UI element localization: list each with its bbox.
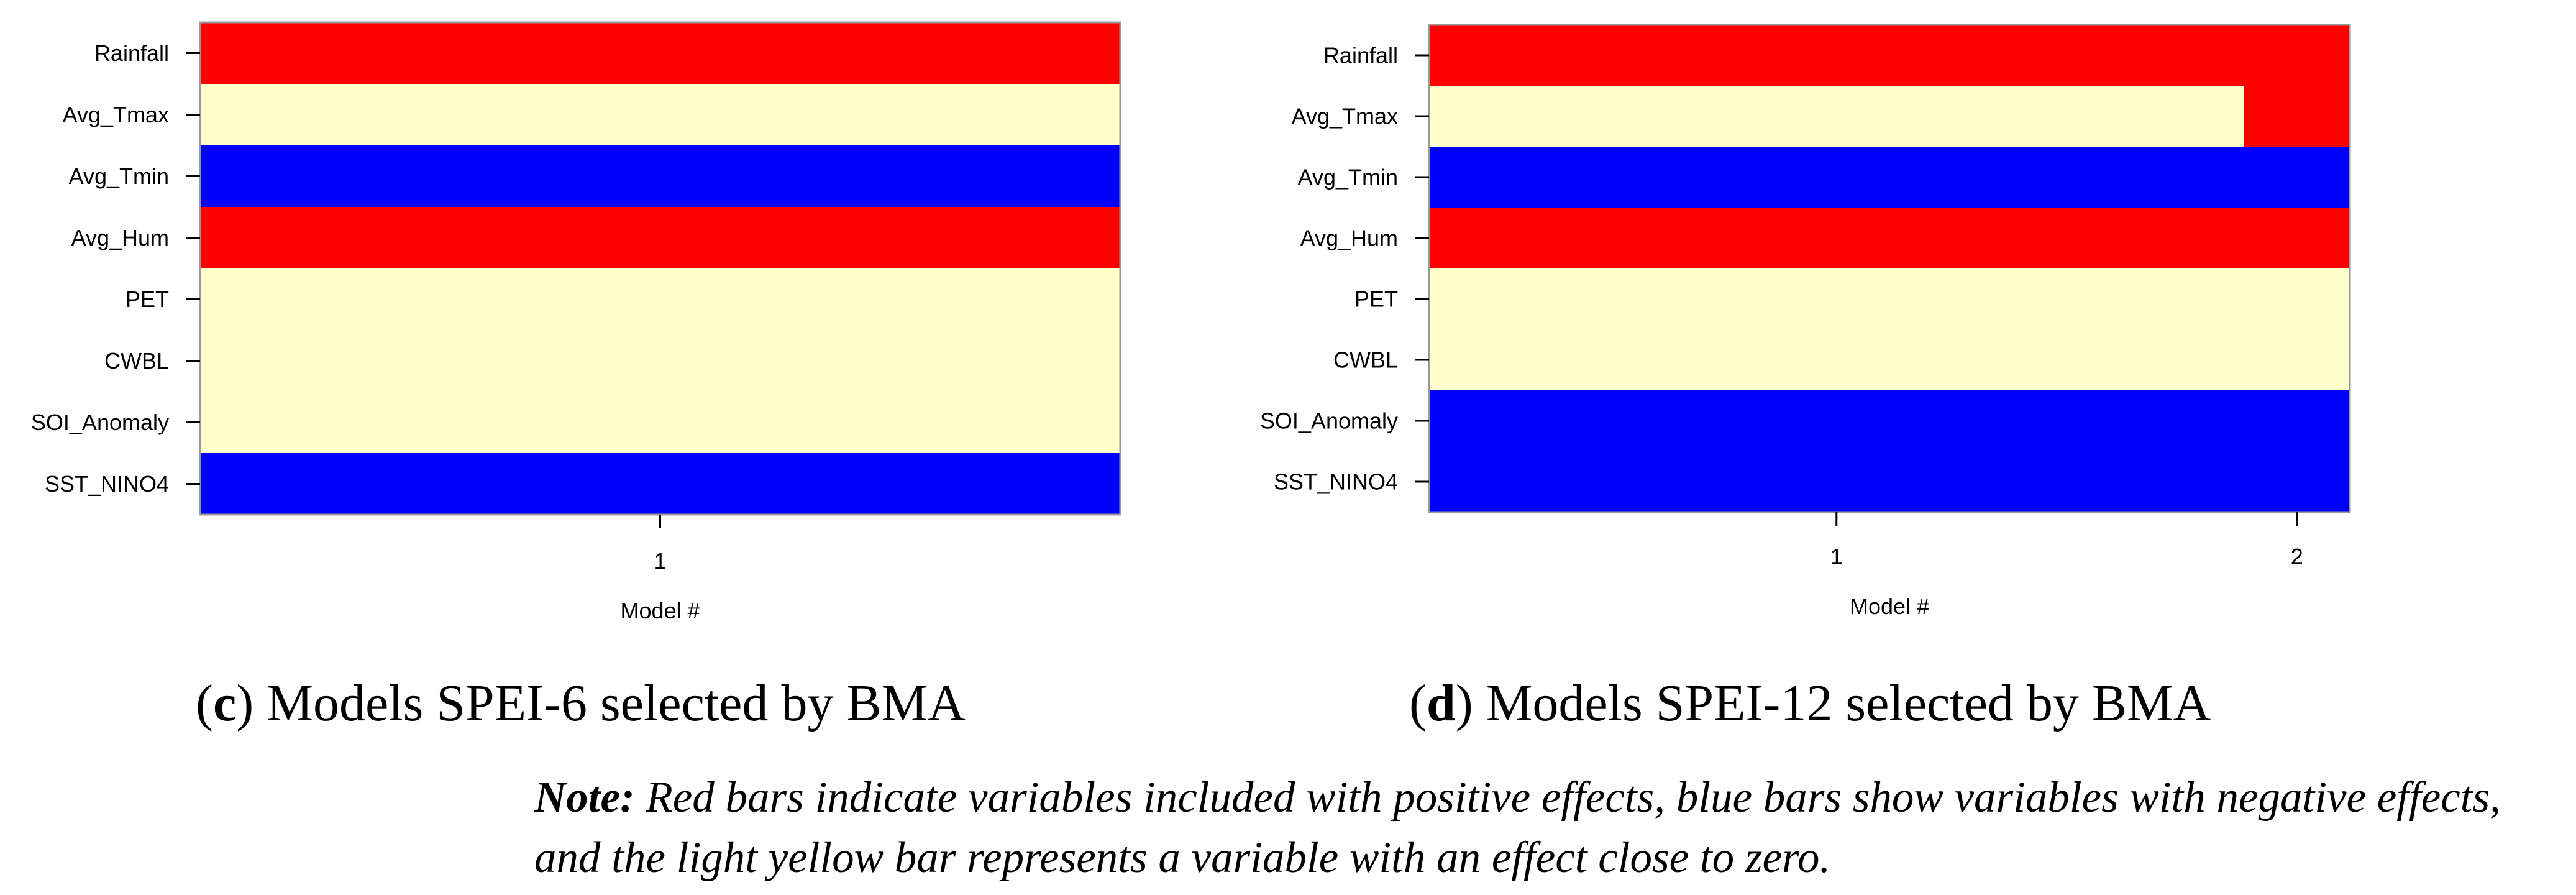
caption-d-text: Models SPEI-12 selected by BMA <box>1473 674 2211 732</box>
cell-cwbl-model-2 <box>2244 329 2350 391</box>
caption-c: (c) Models SPEI-6 selected by BMA <box>196 674 966 732</box>
x-tick-label: 2 <box>2291 544 2303 569</box>
y-tick-label: PET <box>1354 287 1398 312</box>
cell-avg-tmin-model-1 <box>1429 147 2245 208</box>
cell-sst-nino4-model-1 <box>1429 451 2245 513</box>
plot-border <box>1428 24 2351 513</box>
cell-sst-nino4-model-1 <box>200 453 1121 515</box>
cell-rainfall-model-1 <box>200 22 1121 85</box>
y-tick-label: CWBL <box>1333 347 1398 373</box>
caption-d-letter: d <box>1426 674 1456 732</box>
y-tick-label: SST_NINO4 <box>45 471 169 497</box>
y-tick-label: CWBL <box>104 348 169 374</box>
cell-cwbl-model-1 <box>200 330 1121 392</box>
cell-avg-hum-model-1 <box>200 207 1121 269</box>
cell-avg-hum-model-2 <box>2244 208 2350 269</box>
note-label: Note: <box>534 773 635 822</box>
y-tick-label: Avg_Tmin <box>1298 165 1398 190</box>
cell-avg-hum-model-1 <box>1429 208 2245 269</box>
cell-pet-model-1 <box>200 268 1121 331</box>
x-tick-label: 1 <box>1830 544 1843 569</box>
y-tick-label: Avg_Tmax <box>1292 104 1398 129</box>
y-tick-label: Avg_Hum <box>71 225 169 250</box>
note-line-1: Note: Red bars indicate variables includ… <box>534 776 2501 820</box>
x-axis-label: Model # <box>620 598 700 623</box>
note-text-2: and the light yellow bar represents a va… <box>534 833 1831 882</box>
y-tick-label: PET <box>126 287 169 312</box>
caption-c-text: Models SPEI-6 selected by BMA <box>253 674 966 732</box>
caption-c-letter: c <box>212 674 237 732</box>
cell-avg-tmax-model-1 <box>1429 86 2245 147</box>
cell-cwbl-model-1 <box>1429 329 2245 391</box>
cell-avg-tmin-model-2 <box>2244 147 2350 208</box>
note-text-1: Red bars indicate variables included wit… <box>634 773 2501 822</box>
cell-avg-tmax-model-1 <box>200 84 1121 146</box>
y-tick-label: Avg_Hum <box>1300 226 1398 251</box>
y-tick-label: SOI_Anomaly <box>31 410 169 435</box>
chart-spei-12: Rainfall Avg_Tmax Avg_Tmin Avg_Hum PET CWBL SO… <box>1260 24 2351 619</box>
cell-avg-tmin-model-1 <box>200 145 1121 208</box>
x-tick-label: 1 <box>654 548 666 574</box>
caption-d: (d) Models SPEI-12 selected by BMA <box>1409 674 2211 732</box>
y-tick-label: SOI_Anomaly <box>1260 408 1398 434</box>
cell-pet-model-1 <box>1429 268 2245 330</box>
cell-soi-anomaly-model-1 <box>200 392 1121 454</box>
cell-rainfall-model-2 <box>2244 25 2350 86</box>
y-tick-label: Rainfall <box>1323 43 1398 68</box>
x-axis-label: Model # <box>1850 594 1929 619</box>
y-tick-label: Avg_Tmin <box>69 163 169 189</box>
cell-sst-nino4-model-2 <box>2244 451 2350 513</box>
chart-spei-6: Rainfall Avg_Tmax Avg_Tmin Avg_Hum PET CWBL SO… <box>31 21 1121 623</box>
y-tick-label: SST_NINO4 <box>1274 469 1398 495</box>
y-tick-label: Rainfall <box>94 40 169 66</box>
cell-pet-model-2 <box>2244 268 2350 330</box>
cell-soi-anomaly-model-1 <box>1429 390 2245 452</box>
note-line-2: and the light yellow bar represents a va… <box>534 836 1830 880</box>
cell-rainfall-model-1 <box>1429 25 2245 86</box>
cell-avg-tmax-model-2 <box>2244 86 2350 147</box>
y-tick-label: Avg_Tmax <box>63 102 169 127</box>
cell-soi-anomaly-model-2 <box>2244 390 2350 452</box>
